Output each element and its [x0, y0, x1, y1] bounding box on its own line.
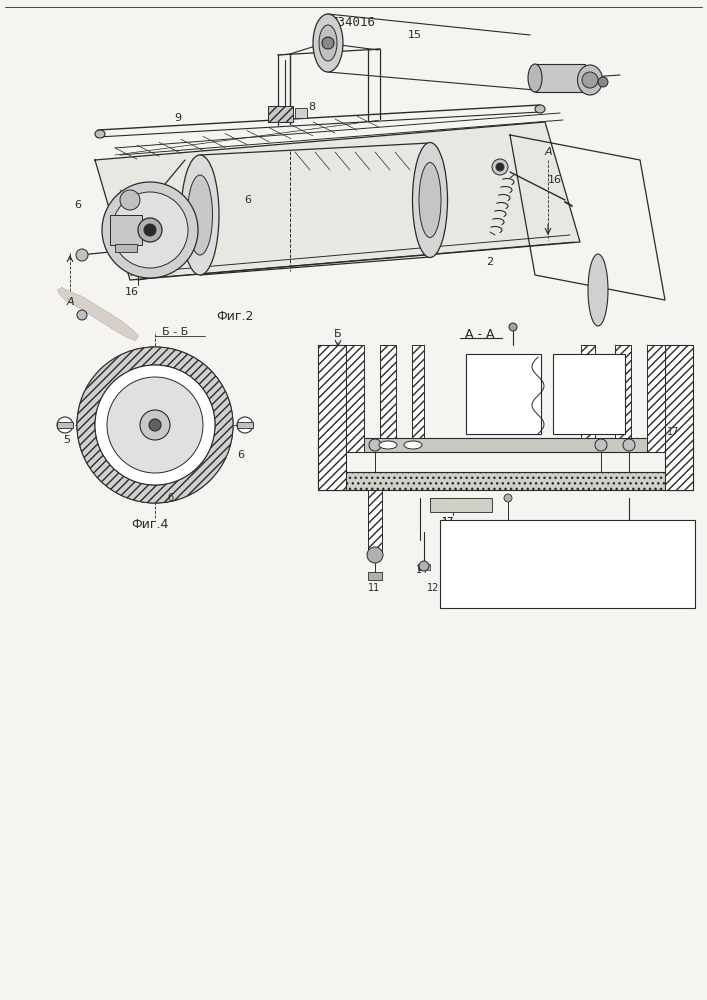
Circle shape [582, 72, 598, 88]
Bar [412, 345, 424, 438]
Bar [466, 354, 541, 434]
Circle shape [102, 182, 198, 278]
Text: 12: 12 [427, 583, 439, 593]
Bar [553, 354, 625, 434]
Bar [615, 345, 631, 438]
Circle shape [138, 218, 162, 242]
Ellipse shape [578, 65, 602, 95]
Circle shape [77, 347, 233, 503]
Text: 6: 6 [74, 200, 81, 210]
Ellipse shape [95, 130, 105, 138]
Ellipse shape [535, 105, 545, 113]
Text: Тираж 447    Подписное: Тираж 447 Подписное [446, 543, 583, 553]
Bar [368, 572, 382, 580]
Ellipse shape [588, 254, 608, 326]
Text: 9: 9 [175, 113, 182, 123]
Ellipse shape [187, 175, 213, 255]
Ellipse shape [181, 155, 219, 275]
Ellipse shape [379, 441, 397, 449]
Text: 8: 8 [308, 102, 315, 112]
Ellipse shape [319, 25, 337, 61]
Circle shape [623, 439, 635, 451]
Text: 15: 15 [408, 30, 422, 40]
Circle shape [598, 77, 608, 87]
Polygon shape [95, 122, 580, 280]
Circle shape [492, 159, 508, 175]
Bar [268, 106, 293, 122]
Text: г.Ужгород, ул. Проектная, 4: г.Ужгород, ул. Проектная, 4 [446, 596, 615, 606]
Circle shape [504, 494, 512, 502]
Text: Филиал ППП ''Патент'',: Филиал ППП ''Патент'', [446, 583, 583, 593]
Circle shape [496, 163, 504, 171]
Text: 17: 17 [442, 517, 454, 527]
Bar [237, 422, 253, 428]
Circle shape [107, 377, 203, 473]
Bar [380, 345, 396, 438]
Circle shape [95, 365, 215, 485]
Circle shape [237, 417, 253, 433]
Circle shape [120, 190, 140, 210]
Circle shape [509, 323, 517, 331]
Text: Фиг.3: Фиг.3 [479, 598, 517, 611]
Bar [318, 345, 346, 490]
Ellipse shape [528, 64, 542, 92]
Bar [535, 64, 585, 92]
Circle shape [369, 439, 381, 451]
Text: 5: 5 [64, 435, 71, 445]
Text: Б - Б: Б - Б [162, 327, 188, 337]
Bar [581, 345, 595, 438]
Text: б: б [334, 475, 341, 485]
Circle shape [322, 37, 334, 49]
Bar [318, 438, 693, 452]
Circle shape [149, 419, 161, 431]
Bar [115, 244, 137, 252]
Text: А: А [66, 297, 74, 307]
Text: 6: 6 [238, 450, 245, 460]
Ellipse shape [404, 441, 422, 449]
Bar [295, 108, 307, 118]
Circle shape [144, 224, 156, 236]
Text: 734016: 734016 [330, 15, 375, 28]
Circle shape [367, 547, 383, 563]
Text: А: А [544, 147, 551, 157]
Text: 16: 16 [548, 175, 562, 185]
Ellipse shape [419, 162, 441, 237]
Bar [647, 345, 665, 452]
Text: Фиг.4: Фиг.4 [132, 518, 169, 532]
Text: Фиг.2: Фиг.2 [216, 310, 254, 324]
Text: Б: Б [334, 329, 341, 339]
Bar [430, 498, 492, 512]
Bar [368, 490, 382, 552]
Ellipse shape [412, 142, 448, 257]
Bar [440, 520, 695, 608]
Circle shape [140, 410, 170, 440]
Bar [57, 422, 73, 428]
Text: 14: 14 [416, 565, 428, 575]
Circle shape [112, 192, 188, 268]
Circle shape [77, 310, 87, 320]
Text: б: б [167, 493, 173, 503]
Text: 11: 11 [368, 583, 380, 593]
Bar [418, 564, 430, 570]
Ellipse shape [313, 14, 343, 72]
Bar [665, 345, 693, 490]
Circle shape [419, 561, 429, 571]
Text: 17: 17 [667, 427, 679, 437]
Text: 7: 7 [274, 112, 281, 122]
Text: 16: 16 [125, 287, 139, 297]
Text: А - А: А - А [465, 328, 495, 340]
Text: 17: 17 [442, 517, 454, 527]
Circle shape [57, 417, 73, 433]
Circle shape [76, 249, 88, 261]
Polygon shape [58, 288, 138, 340]
Bar [318, 472, 693, 490]
Text: ЦНИИПИ    Заказ 1975/24: ЦНИИПИ Заказ 1975/24 [446, 527, 590, 537]
Text: 13: 13 [450, 583, 462, 593]
Bar [346, 345, 364, 452]
Circle shape [595, 439, 607, 451]
Text: 6: 6 [245, 195, 252, 205]
Wedge shape [77, 347, 233, 503]
Text: 2: 2 [486, 257, 493, 267]
Bar [110, 215, 142, 245]
